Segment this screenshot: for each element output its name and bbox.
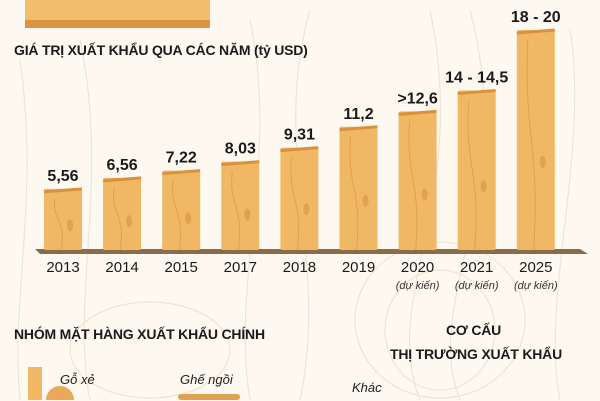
chair-icon [178, 394, 240, 400]
tick-label: 2017 [224, 259, 257, 276]
bar [162, 170, 201, 250]
tick-label: 2015 [165, 259, 198, 276]
label-go-xe: Gỗ xẻ [60, 372, 95, 387]
bar-2018 [280, 146, 319, 251]
tick-note: (dự kiến) [514, 280, 558, 292]
shelf [35, 249, 588, 254]
data-label: 8,03 [225, 141, 256, 158]
data-label: 18 - 20 [511, 9, 561, 26]
tick-note: (dự kiến) [455, 280, 499, 292]
bar-2017 [221, 160, 260, 251]
market-title-1: CƠ CẤU [446, 322, 502, 338]
bar-2020 [398, 109, 437, 251]
bar-2019 [339, 125, 378, 251]
tick-label: 2019 [342, 259, 375, 276]
market-title-2: THỊ TRƯỜNG XUẤT KHẨU [390, 346, 562, 362]
bar [103, 177, 142, 250]
bar-2015 [162, 169, 201, 251]
tick-note: (dự kiến) [396, 280, 440, 292]
bar [398, 111, 437, 251]
tick-label: 2021 [460, 259, 493, 276]
tick-label: 2018 [283, 259, 316, 276]
tick-label: 2013 [46, 259, 79, 276]
tick-label: 2025 [519, 259, 552, 276]
wood-plank-decoration [25, 0, 210, 28]
bar [516, 30, 555, 250]
chart-title: GIÁ TRỊ XUẤT KHẨU QUA CÁC NĂM (tỷ USD) [14, 42, 308, 58]
bar [457, 90, 496, 250]
bar [339, 126, 378, 250]
wood-piece-icon [28, 367, 42, 400]
data-label: 11,2 [343, 106, 373, 123]
bar [280, 147, 319, 250]
data-label: 14 - 14,5 [445, 70, 508, 87]
tick-label: 2014 [105, 259, 138, 276]
bar-2013 [43, 187, 83, 251]
data-label: 5,56 [47, 168, 78, 185]
bar [221, 161, 260, 250]
bar-2014 [102, 176, 142, 251]
label-ghe-ngoi: Ghế ngồi [180, 372, 233, 387]
bar-2021 [457, 89, 496, 251]
label-khac: Khác [352, 380, 382, 395]
bar [44, 188, 82, 250]
data-label: 7,22 [166, 150, 197, 167]
products-title: NHÓM MẶT HÀNG XUẤT KHẨU CHÍNH [14, 326, 265, 342]
data-label: 6,56 [107, 157, 138, 174]
bar-2025 [516, 28, 555, 251]
bar-chart: 5,56 2013 6,56 2014 7,22 2015 8,03 2017 9,31 2018… [35, 9, 588, 292]
tick-label: 2020 [401, 259, 434, 276]
data-label: 9,31 [284, 127, 315, 144]
log-icon [46, 386, 74, 400]
data-label: >12,6 [397, 90, 438, 107]
